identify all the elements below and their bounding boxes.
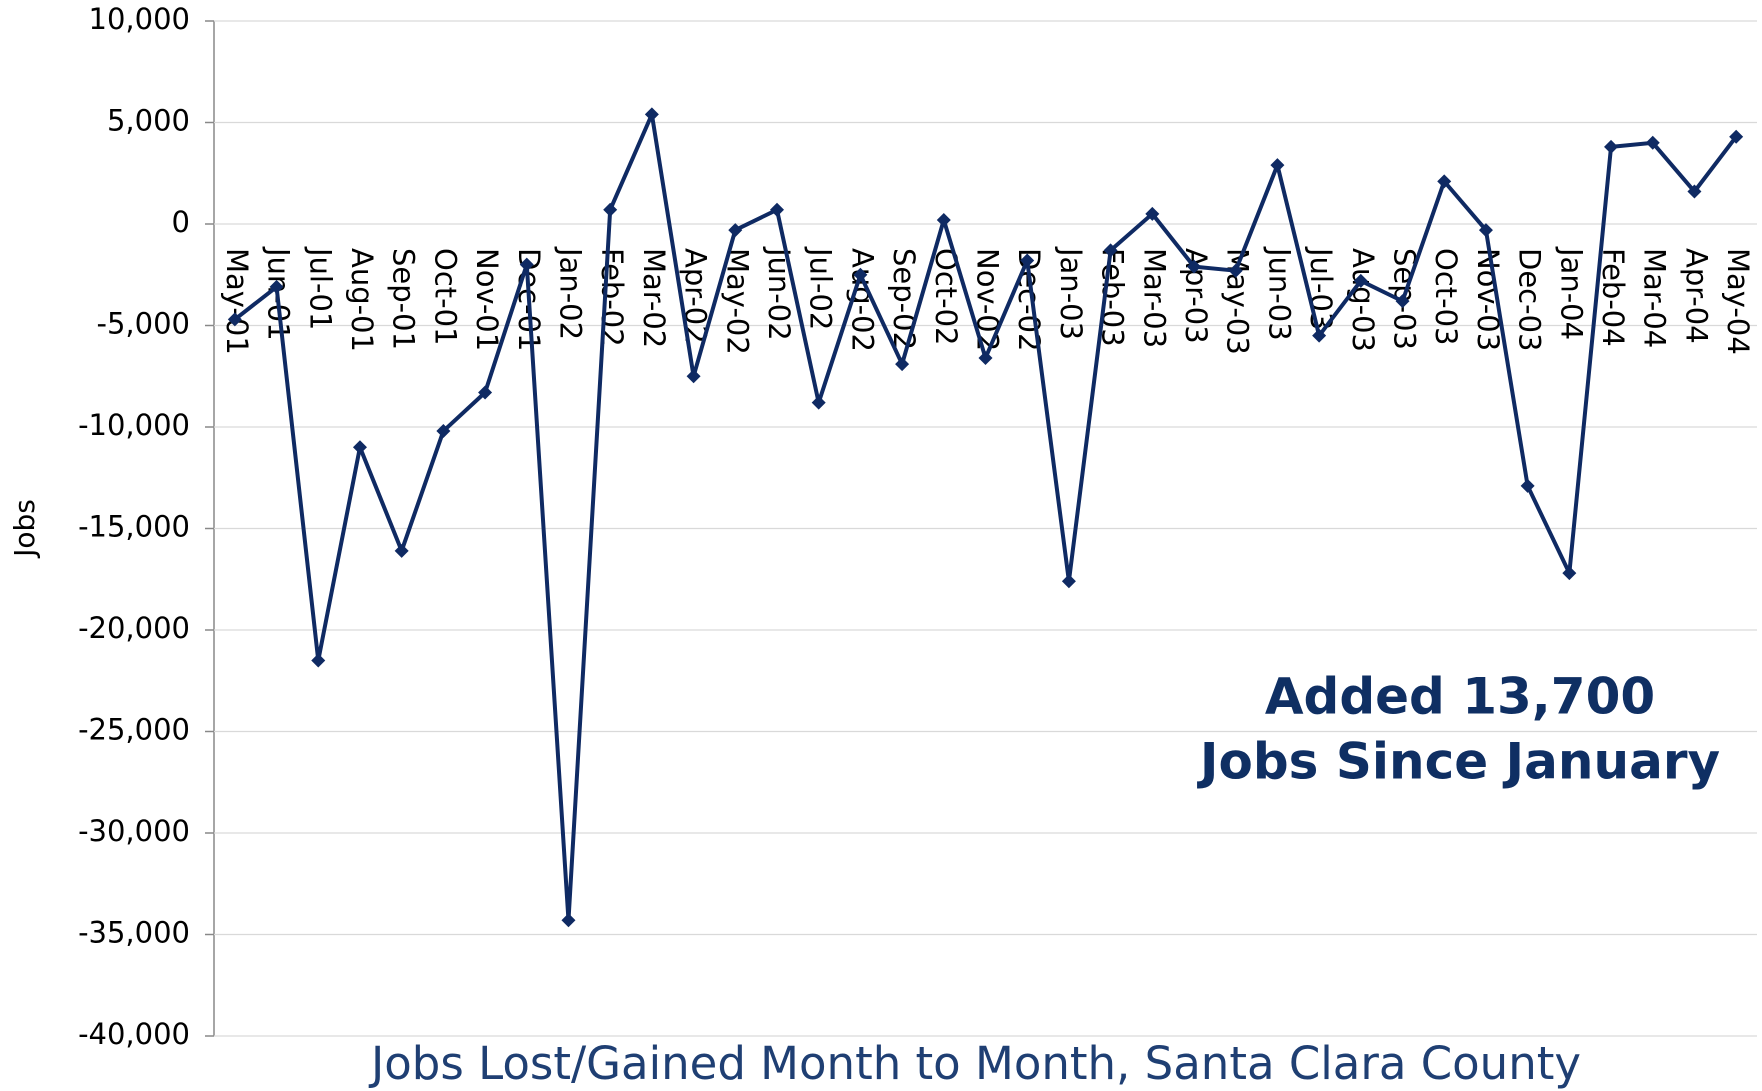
y-tick-label: -5,000 xyxy=(97,307,191,341)
data-point xyxy=(1437,174,1452,189)
x-tick-label: Jun-02 xyxy=(762,246,796,341)
data-point xyxy=(1312,328,1327,343)
annotation: Added 13,700 xyxy=(1265,668,1655,726)
y-tick-label: 5,000 xyxy=(107,104,190,138)
x-tick-label: Nov-03 xyxy=(1471,248,1505,351)
x-tick-label: Nov-01 xyxy=(470,248,504,351)
x-tick-label: Mar-04 xyxy=(1638,248,1672,348)
x-tick-label: Sep-02 xyxy=(887,248,921,350)
x-tick-label: Oct-03 xyxy=(1429,248,1463,346)
data-point xyxy=(478,385,493,400)
x-tick-label: Aug-03 xyxy=(1346,248,1380,352)
data-point xyxy=(1270,158,1285,173)
x-tick-label: Jan-04 xyxy=(1554,246,1588,340)
y-tick-label: 0 xyxy=(172,205,190,239)
data-point xyxy=(394,543,409,558)
data-point xyxy=(1061,574,1076,589)
x-tick-label: Nov-02 xyxy=(971,248,1005,351)
data-point xyxy=(1145,206,1160,221)
y-tick-label: -25,000 xyxy=(78,713,190,747)
y-tick-label: -20,000 xyxy=(78,611,190,645)
data-point xyxy=(1187,259,1202,274)
x-tick-label: Mar-03 xyxy=(1137,248,1171,348)
y-tick-label: -30,000 xyxy=(78,814,190,848)
y-tick-label: -10,000 xyxy=(78,408,190,442)
data-point xyxy=(1478,223,1493,238)
x-tick-label: Feb-04 xyxy=(1596,248,1630,347)
x-tick-label: Oct-01 xyxy=(428,248,462,346)
y-tick-label: -40,000 xyxy=(78,1017,190,1051)
data-point xyxy=(603,202,618,217)
x-tick-label: May-01 xyxy=(220,248,254,355)
x-tick-label: Jul-02 xyxy=(804,246,838,330)
x-tick-label: Jun-03 xyxy=(1262,246,1296,341)
data-point xyxy=(1687,184,1702,199)
data-point xyxy=(811,395,826,410)
x-tick-label: Apr-04 xyxy=(1679,248,1713,344)
x-tick-label: Jan-03 xyxy=(1054,246,1088,340)
x-tick-label: Dec-03 xyxy=(1513,248,1547,351)
x-tick-label: Aug-01 xyxy=(345,248,379,352)
data-point xyxy=(269,279,284,294)
x-tick-label: Jul-01 xyxy=(303,246,337,330)
data-point xyxy=(1645,135,1660,150)
data-point xyxy=(561,913,576,928)
data-point xyxy=(1520,478,1535,493)
data-point xyxy=(1395,294,1410,309)
y-tick-label: -35,000 xyxy=(78,916,190,950)
data-point xyxy=(895,357,910,372)
y-tick-label: 10,000 xyxy=(89,2,190,36)
data-point xyxy=(1604,139,1619,154)
y-tick-label: -15,000 xyxy=(78,510,190,544)
data-point xyxy=(436,424,451,439)
data-point xyxy=(311,653,326,668)
data-point xyxy=(853,267,868,282)
x-tick-label: Mar-02 xyxy=(637,248,671,348)
x-tick-label: Feb-02 xyxy=(595,248,629,347)
data-point xyxy=(769,202,784,217)
data-point xyxy=(227,312,242,327)
x-tick-label: May-04 xyxy=(1721,248,1755,355)
data-point xyxy=(1562,566,1577,581)
data-point xyxy=(352,440,367,455)
y-axis-label: Jobs xyxy=(8,499,41,559)
chart-title: Jobs Lost/Gained Month to Month, Santa C… xyxy=(368,1037,1581,1090)
x-tick-label: Jan-02 xyxy=(553,246,587,340)
data-point xyxy=(728,223,743,238)
data-point xyxy=(936,212,951,227)
data-point xyxy=(644,107,659,122)
data-point xyxy=(1020,253,1035,268)
data-point xyxy=(686,369,701,384)
data-point xyxy=(1353,273,1368,288)
data-point xyxy=(1103,243,1118,258)
annotation: Jobs Since January xyxy=(1197,733,1720,791)
data-point xyxy=(978,350,993,365)
data-point xyxy=(1729,129,1744,144)
data-point xyxy=(1228,263,1243,278)
data-point xyxy=(519,257,534,272)
data-line xyxy=(233,112,1738,923)
x-tick-label: Sep-01 xyxy=(387,248,421,350)
